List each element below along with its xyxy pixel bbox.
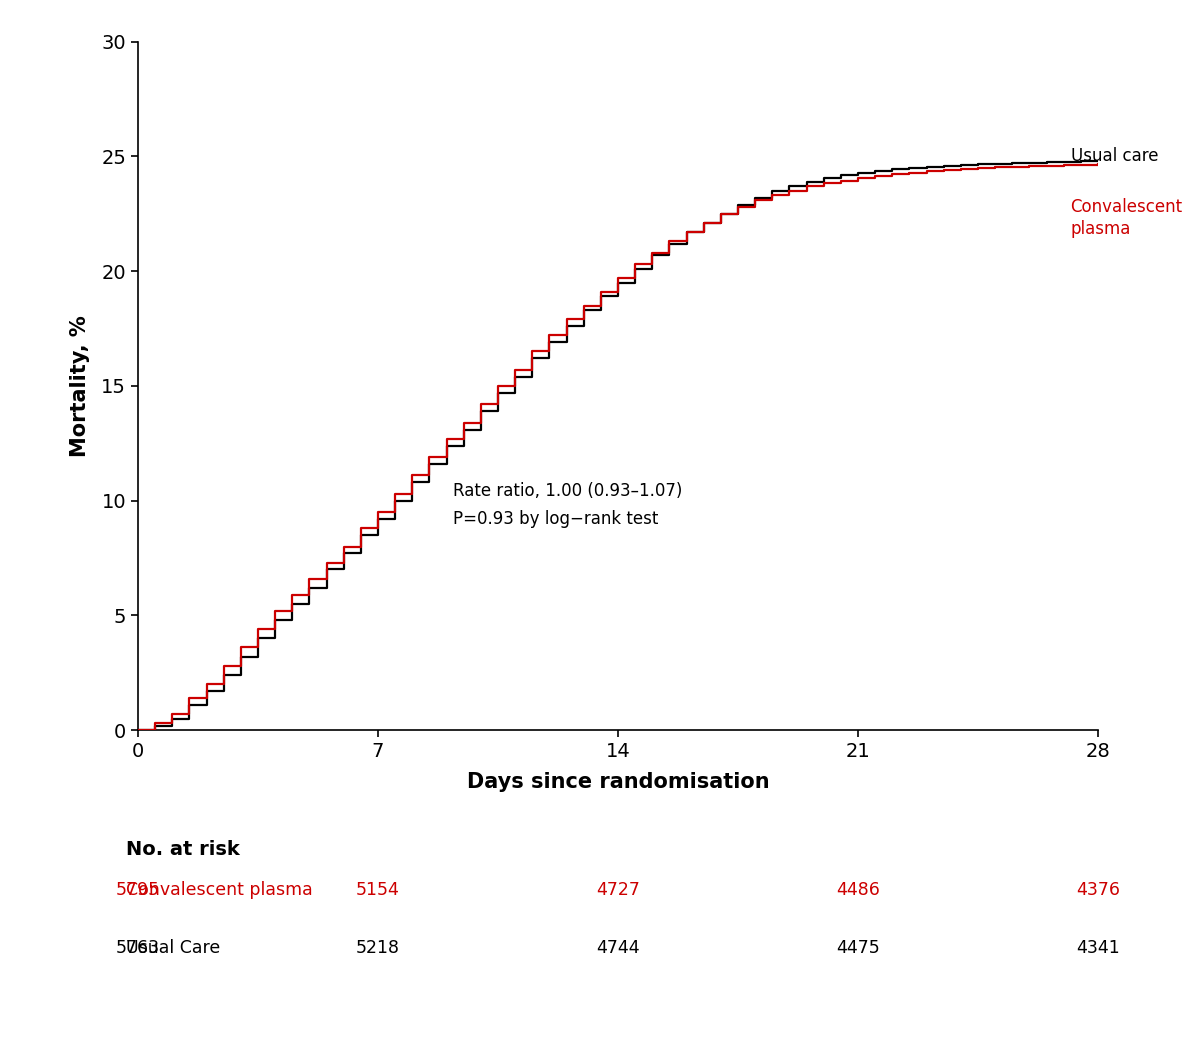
Text: 4744: 4744 xyxy=(596,939,640,956)
Text: 5795: 5795 xyxy=(116,881,160,899)
Text: 5154: 5154 xyxy=(356,881,400,899)
Text: Usual care: Usual care xyxy=(1070,147,1158,166)
Text: 4727: 4727 xyxy=(596,881,640,899)
Y-axis label: Mortality, %: Mortality, % xyxy=(71,315,90,457)
Text: 4341: 4341 xyxy=(1076,939,1120,956)
Text: 5218: 5218 xyxy=(356,939,400,956)
Text: Convalescent
plasma: Convalescent plasma xyxy=(1070,198,1183,238)
Text: 4376: 4376 xyxy=(1076,881,1120,899)
Text: Convalescent plasma: Convalescent plasma xyxy=(126,881,313,899)
Text: 4475: 4475 xyxy=(836,939,880,956)
Text: Usual Care: Usual Care xyxy=(126,939,221,956)
Text: 5763: 5763 xyxy=(116,939,160,956)
Text: Rate ratio, 1.00 (0.93–1.07)
P=0.93 by log−rank test: Rate ratio, 1.00 (0.93–1.07) P=0.93 by l… xyxy=(454,482,683,528)
Text: 4486: 4486 xyxy=(836,881,880,899)
Text: No. at risk: No. at risk xyxy=(126,840,240,858)
X-axis label: Days since randomisation: Days since randomisation xyxy=(467,772,769,792)
